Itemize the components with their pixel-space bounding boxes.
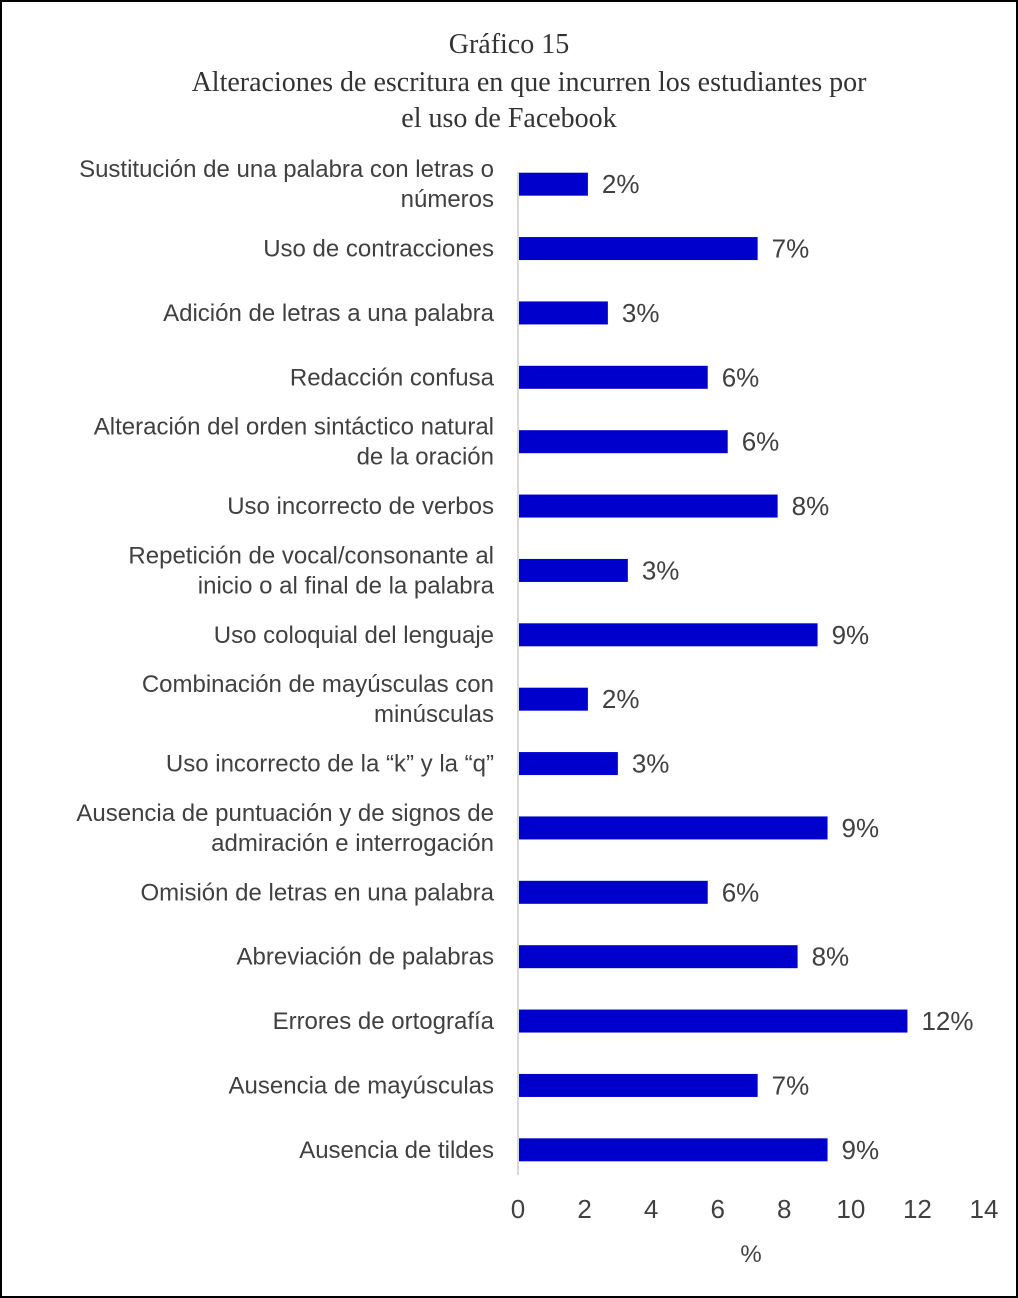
data-label-9: 2% — [602, 684, 640, 714]
category-label-5-line-1: Alteración del orden sintáctico natural — [94, 414, 494, 441]
category-label-12: Omisión de letras en una palabra — [140, 879, 494, 906]
bar-10 — [519, 752, 618, 775]
x-tick-label-6: 6 — [710, 1194, 724, 1224]
bar-12 — [519, 881, 708, 904]
bar-5 — [519, 430, 728, 453]
data-label-11: 9% — [842, 813, 880, 843]
data-label-3: 3% — [622, 298, 660, 328]
data-label-2: 7% — [772, 234, 810, 264]
x-tick-label-0: 0 — [511, 1194, 525, 1224]
x-tick-label-4: 4 — [644, 1194, 658, 1224]
x-tick-label-10: 10 — [836, 1194, 865, 1224]
category-label-5-line-2: de la oración — [357, 444, 494, 471]
bar-9 — [519, 688, 588, 711]
data-label-12: 6% — [722, 877, 760, 907]
bar-1 — [519, 173, 588, 196]
data-label-1: 2% — [602, 169, 640, 199]
category-label-1-line-1: Sustitución de una palabra con letras o — [79, 156, 494, 183]
category-label-10: Uso incorrecto de la “k” y la “q” — [166, 751, 494, 778]
x-axis-title: % — [740, 1241, 761, 1268]
data-label-8: 9% — [832, 620, 870, 650]
x-tick-label-2: 2 — [577, 1194, 591, 1224]
bar-2 — [519, 237, 758, 260]
category-label-2: Uso de contracciones — [263, 236, 494, 263]
category-label-7-line-2: inicio o al final de la palabra — [198, 572, 495, 599]
bar-11 — [519, 816, 828, 839]
category-label-6: Uso incorrecto de verbos — [227, 493, 494, 520]
data-label-16: 9% — [842, 1135, 880, 1165]
x-tick-label-12: 12 — [903, 1194, 932, 1224]
category-label-13: Abreviación de palabras — [237, 944, 495, 971]
bar-3 — [519, 301, 608, 324]
bar-14 — [519, 1010, 907, 1033]
category-label-7-line-1: Repetición de vocal/consonante al — [128, 542, 494, 569]
category-label-1-line-2: números — [401, 186, 494, 213]
x-tick-label-14: 14 — [970, 1194, 999, 1224]
category-label-3: Adición de letras a una palabra — [163, 300, 495, 327]
bar-8 — [519, 623, 818, 646]
category-label-4: Redacción confusa — [290, 364, 495, 391]
bar-13 — [519, 945, 798, 968]
category-label-11-line-1: Ausencia de puntuación y de signos de — [76, 800, 494, 827]
category-label-9-line-1: Combinación de mayúsculas con — [142, 671, 494, 698]
category-label-16: Ausencia de tildes — [299, 1137, 494, 1164]
data-label-10: 3% — [632, 749, 670, 779]
category-label-8: Uso coloquial del lenguaje — [214, 622, 494, 649]
data-label-13: 8% — [812, 942, 850, 972]
category-label-15: Ausencia de mayúsculas — [229, 1072, 494, 1099]
bar-6 — [519, 495, 778, 518]
bar-7 — [519, 559, 628, 582]
bar-15 — [519, 1074, 758, 1097]
data-label-7: 3% — [642, 555, 680, 585]
category-label-11-line-2: admiración e interrogación — [211, 830, 494, 857]
data-label-15: 7% — [772, 1070, 810, 1100]
data-label-4: 6% — [722, 362, 760, 392]
category-label-9-line-2: minúsculas — [374, 701, 494, 728]
bar-4 — [519, 366, 708, 389]
bar-16 — [519, 1138, 828, 1161]
category-label-14: Errores de ortografía — [273, 1008, 495, 1035]
data-label-5: 6% — [742, 427, 780, 457]
data-label-6: 8% — [792, 491, 830, 521]
data-label-14: 12% — [921, 1006, 973, 1036]
x-tick-label-8: 8 — [777, 1194, 791, 1224]
